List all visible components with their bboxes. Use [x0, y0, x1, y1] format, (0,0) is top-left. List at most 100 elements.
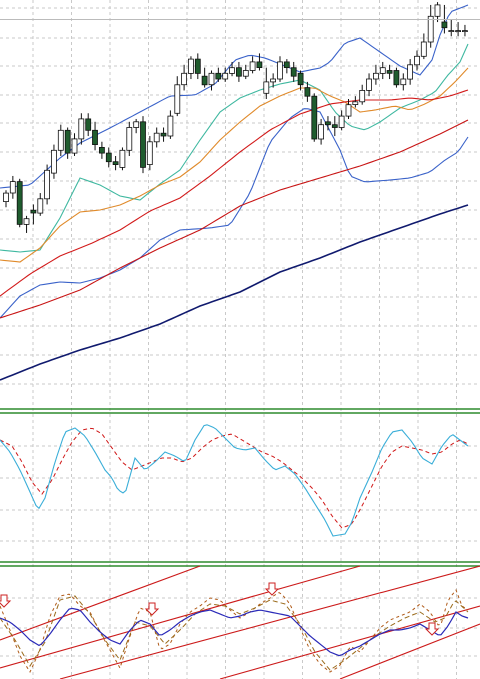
candle-body-down	[324, 121, 331, 126]
candle-body-down	[64, 129, 71, 154]
candle	[174, 76, 181, 117]
candle	[434, 2, 441, 23]
candle	[338, 110, 345, 131]
candle-body-up	[366, 78, 372, 91]
candle	[201, 67, 208, 88]
candle-body-up	[427, 15, 434, 43]
candle-body-up	[455, 30, 462, 33]
candle-body-up	[71, 138, 78, 154]
candle-body-up	[78, 118, 85, 140]
candle	[57, 124, 64, 156]
candle	[194, 53, 201, 80]
candle-body-up	[133, 121, 140, 128]
candle-body-up	[153, 132, 160, 143]
candle	[400, 73, 407, 91]
candle	[420, 33, 427, 60]
candle-body-up	[3, 192, 9, 203]
candle	[85, 113, 92, 137]
candle	[448, 19, 455, 37]
candle-body-up	[23, 218, 30, 225]
candle	[249, 56, 256, 74]
candle-body-up	[277, 61, 283, 80]
signal-down-arrow-icon	[264, 582, 280, 596]
candle	[455, 22, 462, 37]
overlay-ma-red-1	[0, 89, 469, 297]
candle	[133, 118, 140, 134]
candle	[112, 156, 119, 171]
candle-body-down	[311, 95, 318, 140]
candle-body-down	[441, 21, 448, 29]
candle	[215, 67, 222, 82]
candle-body-down	[105, 152, 112, 163]
candle	[256, 53, 263, 71]
candle-body-up	[208, 72, 215, 86]
overlay-bollinger-lower	[0, 108, 469, 319]
candle	[105, 147, 112, 168]
candle-body-down	[290, 67, 297, 77]
candle-body-up	[9, 181, 16, 194]
candle-body-up	[167, 115, 174, 137]
candle	[9, 175, 16, 199]
signal-down-arrow-icon	[424, 622, 440, 636]
candle	[414, 50, 420, 71]
candle-body-down	[99, 146, 105, 154]
candle-body-up	[44, 169, 50, 200]
candle-body-up	[146, 141, 153, 166]
candle-body-up	[338, 115, 345, 128]
overlay-ma-fast	[0, 43, 469, 253]
trendline	[0, 565, 361, 669]
candle	[379, 61, 386, 80]
candle-body-down	[386, 70, 393, 74]
candle-body-up	[372, 72, 379, 80]
candle-body-up	[174, 84, 181, 114]
candle	[99, 141, 105, 159]
candle	[386, 64, 393, 80]
candle-body-up	[420, 41, 427, 57]
candle-body-up	[352, 101, 359, 106]
candle	[242, 64, 249, 80]
candle-body-down	[92, 129, 98, 146]
oscillator-dash-1-line	[0, 588, 469, 674]
candle	[16, 178, 23, 228]
candle-body-down	[85, 118, 92, 131]
candle-body-up	[51, 149, 57, 174]
candle	[352, 96, 359, 108]
candle	[30, 204, 37, 225]
candle-body-up	[407, 64, 414, 80]
candle	[229, 61, 235, 77]
candle	[37, 193, 44, 216]
candle-body-up	[249, 61, 256, 71]
candle	[366, 73, 372, 97]
candle	[181, 64, 188, 91]
candle	[311, 93, 318, 142]
signal-down-arrow-icon	[0, 594, 12, 608]
oscillator-main-line	[0, 607, 469, 657]
candle	[407, 59, 414, 85]
candle-body-up	[242, 70, 249, 77]
candle-body-up	[359, 90, 366, 103]
candle	[71, 133, 78, 156]
candle-body-up	[345, 104, 352, 117]
candle	[126, 121, 133, 156]
candle	[3, 190, 9, 208]
candle	[167, 110, 174, 139]
price-pane	[0, 2, 480, 381]
overlay-ma-mid	[0, 67, 469, 263]
candle-body-up	[448, 30, 455, 33]
candle-body-up	[461, 30, 468, 33]
candle-body-up	[270, 78, 277, 83]
candle	[393, 67, 400, 88]
trendline	[339, 623, 480, 679]
candle	[187, 56, 194, 80]
candle-body-up	[222, 72, 229, 80]
stochastic-main-line	[0, 424, 469, 537]
pane-separators	[0, 408, 480, 567]
candle	[51, 144, 57, 179]
candle	[427, 4, 434, 48]
candle	[23, 215, 30, 233]
candle-body-down	[393, 70, 400, 86]
candle-body-down	[331, 124, 338, 128]
candle	[290, 61, 297, 82]
candle	[372, 64, 379, 85]
candle	[359, 84, 366, 105]
